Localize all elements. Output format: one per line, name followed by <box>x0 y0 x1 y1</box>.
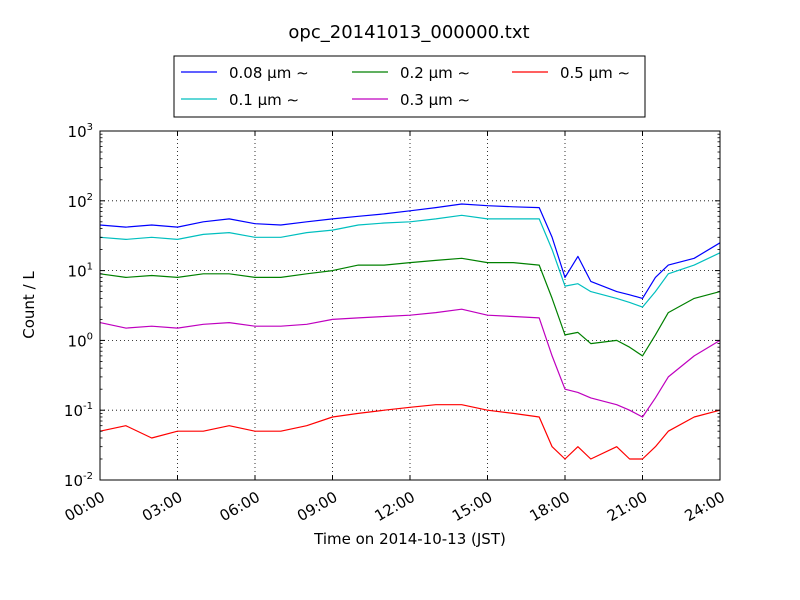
legend-label-3: 0.2 μm ∼ <box>400 64 470 82</box>
series-line-2 <box>99 214 721 308</box>
series-line-1 <box>99 203 721 299</box>
series-line-5 <box>99 404 721 460</box>
series-line-3 <box>99 257 721 357</box>
legend-label-5: 0.5 μm ∼ <box>560 64 630 82</box>
legend: 0.08 μm ∼ 0.1 μm ∼ 0.2 μm ∼ 0.3 μm ∼ 0.5 μm … <box>173 55 646 118</box>
axis-ticks <box>99 130 721 481</box>
legend-label-1: 0.08 μm ∼ <box>229 64 309 82</box>
y-axis-label: Count / L <box>20 271 38 339</box>
plot-area <box>100 131 720 480</box>
legend-box <box>173 55 646 118</box>
legend-label-2: 0.1 μm ∼ <box>229 91 299 109</box>
data-series-group <box>99 203 721 460</box>
chart-title: opc_20141013_000000.txt <box>288 22 529 43</box>
series-line-4 <box>99 308 721 418</box>
legend-label-4: 0.3 μm ∼ <box>400 91 470 109</box>
x-axis-label: Time on 2014-10-13 (JST) <box>313 530 506 548</box>
